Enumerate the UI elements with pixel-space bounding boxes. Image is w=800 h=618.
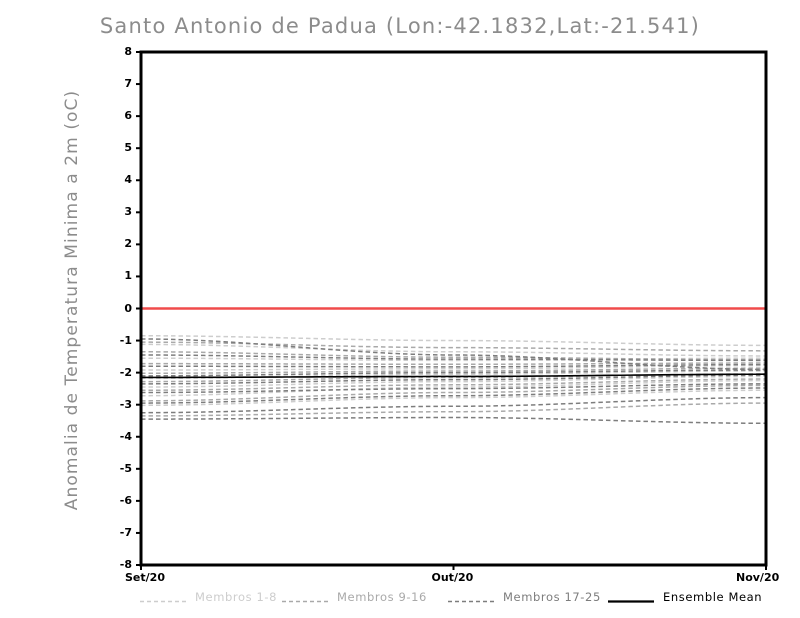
y-axis-tick-label: 3 <box>124 205 132 219</box>
series-line <box>140 378 767 392</box>
x-axis-tick-label: Out/20 <box>431 571 474 584</box>
y-axis-tick-label: -6 <box>119 493 132 507</box>
legend-item[interactable]: Membros 17-25 <box>448 588 601 606</box>
series-line <box>140 370 767 380</box>
series-line <box>140 369 767 377</box>
legend-swatch-icon <box>140 592 186 603</box>
y-axis-tick-label: 4 <box>124 173 132 187</box>
y-axis-tick-label: 7 <box>124 77 132 91</box>
legend-label: Ensemble Mean <box>663 590 763 604</box>
series-line <box>140 367 767 375</box>
legend-item[interactable]: Ensemble Mean <box>608 588 762 606</box>
legend-label: Membros 17-25 <box>503 590 601 604</box>
legend-item[interactable]: Membros 1-8 <box>140 588 277 606</box>
series-line <box>140 383 767 394</box>
y-axis-tick-label: -8 <box>119 558 132 571</box>
legend-item[interactable]: Membros 9-16 <box>282 588 427 606</box>
series-line <box>140 379 767 397</box>
series-line <box>140 384 767 402</box>
series-line <box>140 374 767 385</box>
series-line <box>140 375 767 388</box>
series-line <box>140 416 767 425</box>
series-line <box>140 396 767 414</box>
y-axis-tick-label: -5 <box>119 461 132 475</box>
series-line <box>141 357 766 362</box>
series-line <box>140 354 766 362</box>
x-axis-tick-label: Set/20 <box>125 571 165 584</box>
y-axis-tick-label: -3 <box>119 397 132 411</box>
series-line <box>141 363 767 368</box>
series-line <box>140 335 767 347</box>
legend-swatch-icon <box>608 592 654 603</box>
x-axis-tick-label: Nov/20 <box>736 571 780 584</box>
series-line <box>140 389 767 407</box>
y-axis-tick-label: 1 <box>124 269 132 283</box>
y-axis-tick-label: 8 <box>124 45 132 58</box>
series-line <box>141 373 767 379</box>
y-axis-tick-label: -7 <box>119 525 132 539</box>
y-axis-tick-label: -1 <box>119 333 132 347</box>
legend-label: Membros 9-16 <box>337 590 427 604</box>
series-line <box>140 387 767 404</box>
legend-label: Membros 1-8 <box>195 590 278 604</box>
legend-swatch-icon <box>448 592 494 603</box>
chart-legend: Membros 1-8 Membros 9-16 Membros 17-25 Ense… <box>0 588 800 610</box>
y-axis-tick-label: -4 <box>119 429 132 443</box>
series-line <box>141 362 766 366</box>
y-axis-tick-label: 0 <box>124 301 132 315</box>
chart-title: Santo Antonio de Padua (Lon:-42.1832,Lat… <box>99 14 701 38</box>
series-line <box>140 341 767 352</box>
y-axis-tick-label: 5 <box>124 141 132 155</box>
series-line <box>140 402 767 417</box>
series-line <box>140 351 767 361</box>
y-axis-tick-label: 6 <box>124 109 132 123</box>
y-axis-tick-label: -2 <box>119 365 132 379</box>
series-line <box>140 343 767 357</box>
y-axis-tick-label: 2 <box>124 237 132 251</box>
legend-swatch-icon <box>282 592 328 603</box>
